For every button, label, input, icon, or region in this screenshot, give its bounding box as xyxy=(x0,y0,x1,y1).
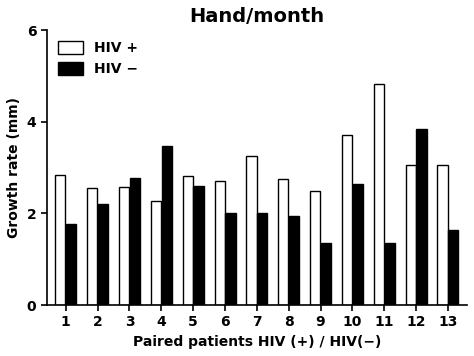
Bar xyxy=(448,230,458,305)
Y-axis label: Growth rate (mm): Growth rate (mm) xyxy=(7,97,21,238)
X-axis label: Paired patients HIV (+) / HIV(−): Paired patients HIV (+) / HIV(−) xyxy=(133,335,381,349)
Bar xyxy=(438,166,447,305)
Bar xyxy=(66,224,76,305)
Bar xyxy=(119,187,129,305)
Bar xyxy=(417,129,427,305)
Bar xyxy=(130,178,140,305)
Bar xyxy=(151,201,161,305)
Title: Hand/month: Hand/month xyxy=(189,7,324,26)
Bar xyxy=(353,184,363,305)
Bar xyxy=(321,243,331,305)
Bar xyxy=(406,166,416,305)
Bar xyxy=(225,213,236,305)
Bar xyxy=(215,180,225,305)
Bar xyxy=(246,156,256,305)
Bar xyxy=(98,204,108,305)
Bar xyxy=(278,179,288,305)
Legend: HIV +, HIV −: HIV +, HIV − xyxy=(54,37,142,80)
Bar xyxy=(384,243,395,305)
Bar xyxy=(310,192,320,305)
Bar xyxy=(342,135,352,305)
Bar xyxy=(289,216,299,305)
Bar xyxy=(55,174,65,305)
Bar xyxy=(162,146,172,305)
Bar xyxy=(182,176,193,305)
Bar xyxy=(193,186,204,305)
Bar xyxy=(87,188,97,305)
Bar xyxy=(257,213,267,305)
Bar xyxy=(374,84,384,305)
